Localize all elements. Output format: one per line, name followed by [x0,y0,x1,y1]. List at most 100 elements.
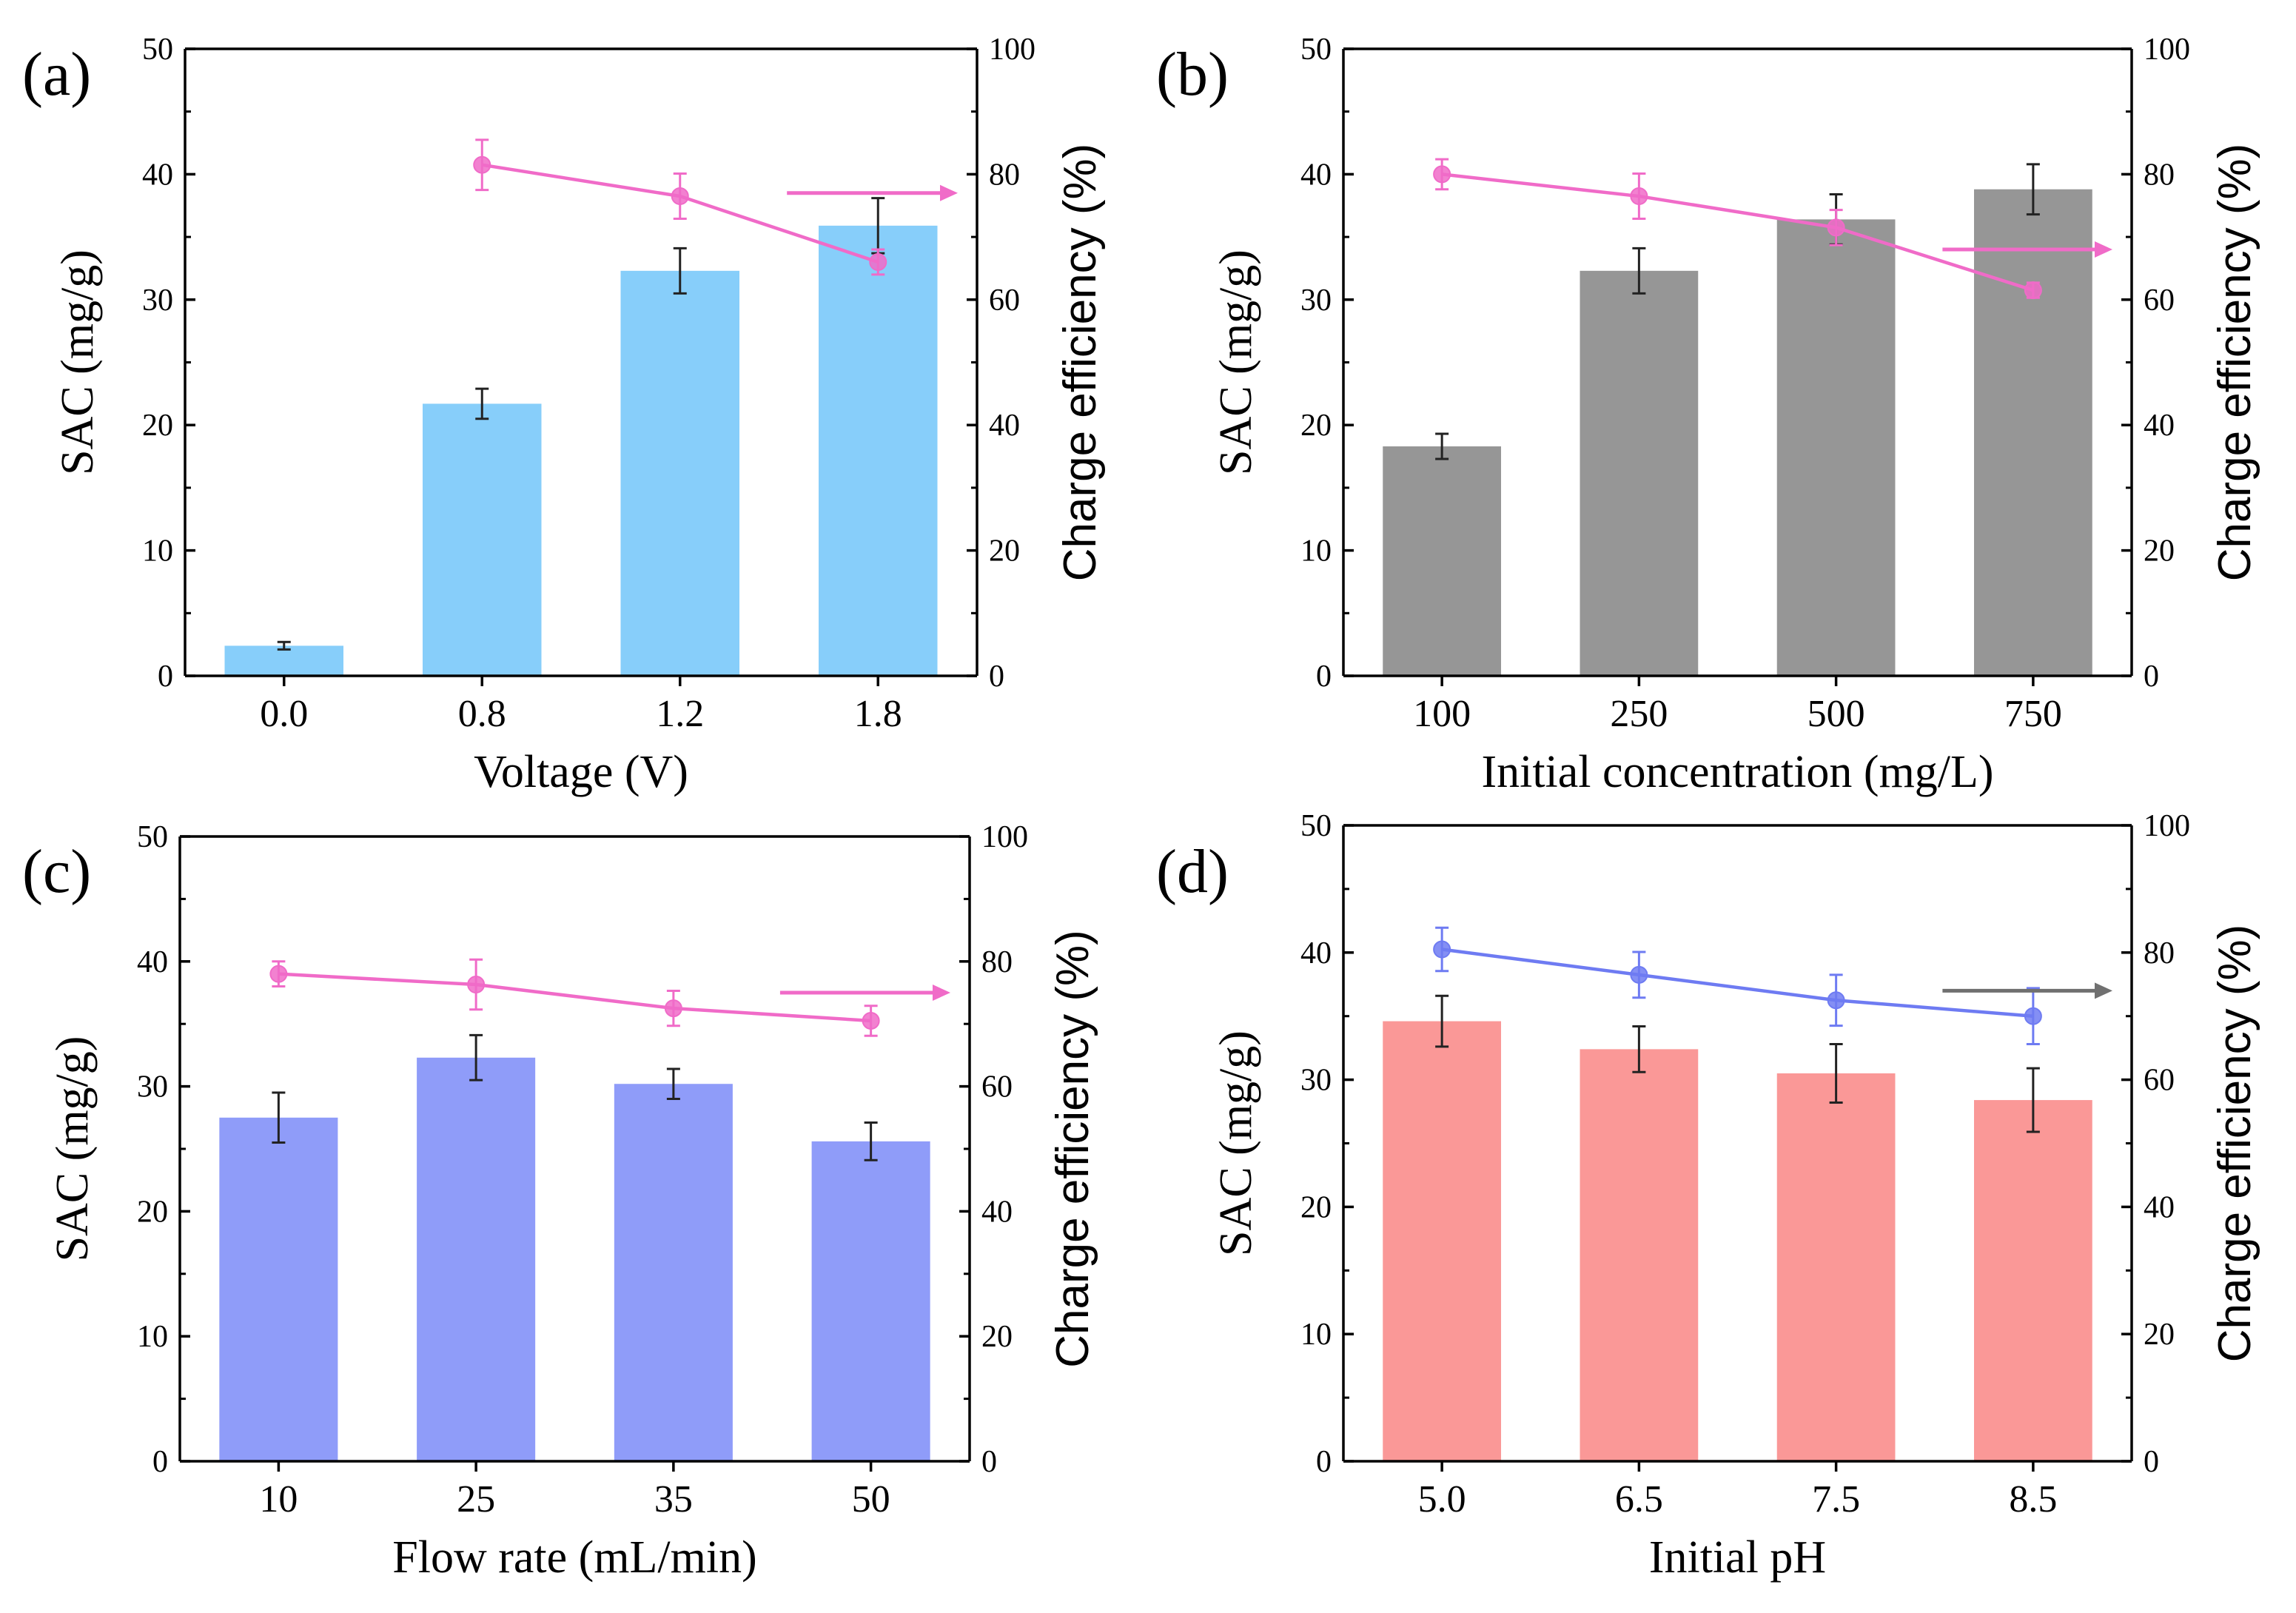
y-tick-label: 50 [1300,33,1332,67]
y2-tick-label: 0 [981,1445,997,1479]
efficiency-point-35 [664,999,682,1018]
right-axis-arrow [1942,982,2112,999]
x-tick-label: 750 [2004,693,2062,735]
y2-tick-label: 80 [2144,936,2175,970]
y2-tick-label: 40 [2144,1190,2175,1224]
efficiency-point-1.2 [671,187,689,206]
bar-error-50 [864,1121,878,1161]
bar-0.0 [224,645,343,676]
y-tick-label: 30 [1300,1064,1332,1098]
x-tick-label: 6.5 [1615,1478,1663,1520]
bar-100 [1383,446,1501,676]
bar-50 [811,1141,930,1461]
x-tick-label: 100 [1413,693,1471,735]
y2-tick-label: 40 [2144,409,2175,443]
arrow-head [933,985,950,1001]
y-tick-label: 40 [1300,158,1332,192]
y2-tick-label: 0 [2144,660,2159,694]
efficiency-line [1441,948,2034,1018]
y2-axis-title: Charge efficiency (%) [2209,144,2260,582]
bar-0.8 [423,403,542,676]
efficiency-point-750 [2024,281,2042,300]
efficiency-point-250 [1630,187,1648,206]
bar-error-5.0 [1435,994,1449,1048]
y-axis-title: SAC (mg/g) [1211,1030,1261,1256]
y2-tick-label: 80 [989,158,1020,192]
bar-error-8.5 [2026,1067,2040,1133]
efficiency-line [278,972,871,1023]
efficiency-point-5.0 [1433,940,1451,959]
x-tick-label: 50 [852,1478,890,1520]
efficiency-point-0.8 [473,155,491,174]
arrow-head [940,184,958,201]
bar-error-250 [1632,247,1646,295]
y-axis-title: SAC (mg/g) [47,1036,98,1262]
y-tick-label: 20 [142,409,173,443]
y2-tick-label: 100 [2144,33,2190,67]
bar-error-0.0 [277,640,291,651]
y2-tick-label: 100 [2144,809,2190,843]
efficiency-point-25 [467,976,486,994]
right-axis-arrow [1942,241,2112,258]
efficiency-point-100 [1433,165,1451,184]
y2-axis-title: Charge efficiency (%) [1047,930,1098,1368]
chart-panel-c: 0 10 20 30 40 50 0 20 40 60 80 100 10 25 35 50 Flow rate… [22,820,1098,1583]
panel-label: (b) [1156,40,1229,109]
bar-error-100 [1435,432,1449,460]
y-tick-label: 50 [1300,809,1332,843]
bar-500 [1776,219,1896,676]
bar-750 [1974,189,2092,676]
x-tick-label: 7.5 [1812,1478,1860,1520]
y2-tick-label: 0 [2144,1445,2159,1479]
efficiency-point-50 [862,1011,880,1030]
x-axis-title: Initial pH [1649,1532,1826,1583]
bar-5.0 [1383,1021,1501,1461]
y-tick-label: 40 [142,158,173,192]
x-tick-label: 35 [654,1478,693,1520]
y2-axis-title: Charge efficiency (%) [1055,144,1106,582]
x-tick-label: 500 [1807,693,1865,735]
bar-error-25 [469,1033,483,1082]
y-tick-label: 20 [1300,1190,1332,1224]
y-tick-label: 10 [137,1320,168,1354]
efficiency-point-1.8 [869,252,887,271]
y-tick-label: 10 [1300,1318,1332,1352]
bar-10 [219,1117,338,1461]
x-tick-label: 8.5 [2009,1478,2057,1520]
bar-25 [417,1057,536,1461]
y2-tick-label: 100 [989,33,1035,67]
y-tick-label: 40 [1300,936,1332,970]
bar-7.5 [1776,1073,1896,1461]
panel-label: (a) [22,40,91,109]
bar-error-7.5 [1829,1042,1843,1104]
efficiency-point-500 [1827,218,1845,237]
y-tick-label: 40 [137,945,168,979]
y-tick-label: 20 [137,1195,168,1229]
y2-tick-label: 80 [981,945,1013,979]
y2-tick-label: 0 [989,660,1004,694]
y2-axis-title: Charge efficiency (%) [2209,925,2260,1363]
x-tick-label: 250 [1610,693,1668,735]
x-tick-label: 5.0 [1418,1478,1466,1520]
efficiency-point-7.5 [1827,991,1845,1010]
y2-tick-label: 60 [2144,284,2175,318]
y-tick-label: 0 [158,660,173,694]
efficiency-point-8.5 [2024,1007,2042,1025]
bar-error-750 [2026,163,2040,216]
y-tick-label: 50 [137,820,168,854]
chart-panel-a: 0 10 20 30 40 50 0 20 40 60 80 100 0.0 0.8 1.2 1.8 Volta… [22,33,1106,797]
x-tick-label: 25 [457,1478,495,1520]
right-axis-arrow [779,985,950,1001]
y-tick-label: 0 [152,1445,168,1479]
bar-1.8 [819,225,938,676]
y-tick-label: 0 [1316,660,1332,694]
bar-error-0.8 [475,387,489,420]
y2-tick-label: 20 [981,1320,1013,1354]
x-tick-label: 1.2 [656,693,704,735]
y-tick-label: 30 [1300,284,1332,318]
y2-tick-label: 20 [2144,534,2175,569]
arrow-head [2095,241,2112,258]
bar-35 [614,1084,733,1461]
